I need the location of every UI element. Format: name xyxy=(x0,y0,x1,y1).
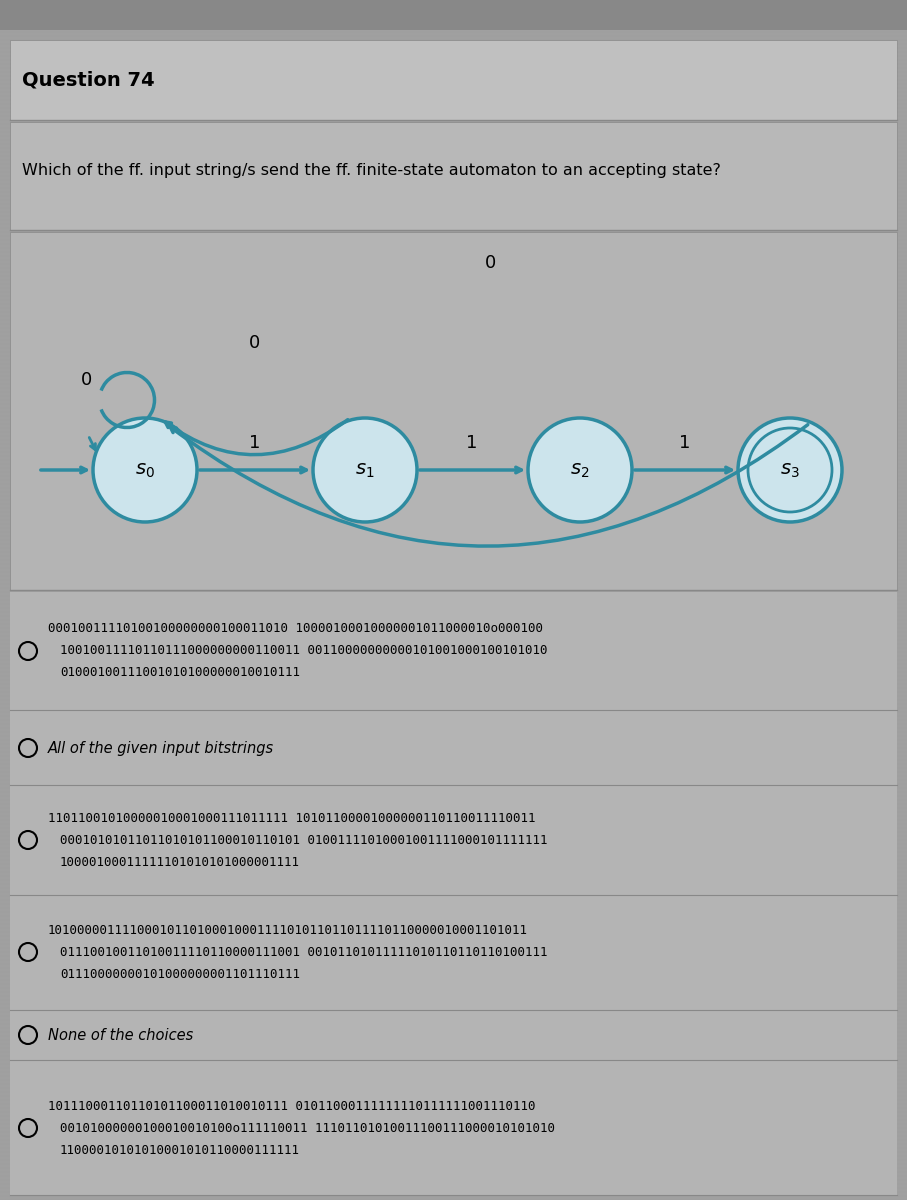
Text: 00101000000100010010100o111110011 11101101010011100111000010101010: 00101000000100010010100o111110011 111011… xyxy=(60,1122,555,1134)
Text: $s_0$: $s_0$ xyxy=(135,461,155,480)
Text: 11011001010000010001000111011111 10101100001000000110110011110011: 11011001010000010001000111011111 1010110… xyxy=(48,811,535,824)
Text: $s_3$: $s_3$ xyxy=(780,461,800,480)
Bar xyxy=(10,710,897,785)
Text: All of the given input bitstrings: All of the given input bitstrings xyxy=(48,740,274,756)
Text: 10000100011111101010101000001111: 10000100011111101010101000001111 xyxy=(60,856,300,869)
Text: 0: 0 xyxy=(249,334,260,352)
Circle shape xyxy=(528,418,632,522)
Text: 1: 1 xyxy=(466,434,478,452)
Text: $s_2$: $s_2$ xyxy=(571,461,590,480)
Text: 1: 1 xyxy=(249,434,260,452)
Text: 00010011110100100000000100011010 10000100010000001011000010o000100: 00010011110100100000000100011010 1000010… xyxy=(48,623,543,636)
Text: None of the choices: None of the choices xyxy=(48,1027,193,1043)
Text: Question 74: Question 74 xyxy=(22,71,154,90)
Text: 0: 0 xyxy=(484,254,495,272)
Text: 01110010011010011110110000111001 00101101011111010110110110100111: 01110010011010011110110000111001 0010110… xyxy=(60,946,548,959)
Text: 01110000000101000000001101110111: 01110000000101000000001101110111 xyxy=(60,967,300,980)
Text: 1010000011110001011010001000111101011011011110110000010001101011: 1010000011110001011010001000111101011011… xyxy=(48,924,528,936)
Text: 00010101011011010101100010110101 01001111010001001111000101111111: 00010101011011010101100010110101 0100111… xyxy=(60,834,548,846)
Bar xyxy=(10,122,897,230)
Bar xyxy=(10,1060,897,1195)
Text: 01000100111001010100000010010111: 01000100111001010100000010010111 xyxy=(60,666,300,679)
Bar xyxy=(10,232,897,590)
Bar xyxy=(10,895,897,1010)
Bar xyxy=(10,40,897,120)
Text: $s_1$: $s_1$ xyxy=(356,461,375,480)
Text: 1: 1 xyxy=(679,434,691,452)
Circle shape xyxy=(93,418,197,522)
Bar xyxy=(0,0,907,30)
Bar xyxy=(10,785,897,895)
Text: Which of the ff. input string/s send the ff. finite-state automaton to an accept: Which of the ff. input string/s send the… xyxy=(22,162,721,178)
Text: 11000010101010001010110000111111: 11000010101010001010110000111111 xyxy=(60,1144,300,1157)
Bar xyxy=(10,592,897,710)
Text: 10010011110110111000000000110011 00110000000000101001000100101010: 10010011110110111000000000110011 0011000… xyxy=(60,644,548,658)
Text: 0: 0 xyxy=(82,371,93,389)
Circle shape xyxy=(313,418,417,522)
Text: 10111000110110101100011010010111 01011000111111110111111001110110: 10111000110110101100011010010111 0101100… xyxy=(48,1099,535,1112)
Bar xyxy=(10,1010,897,1060)
Circle shape xyxy=(738,418,842,522)
